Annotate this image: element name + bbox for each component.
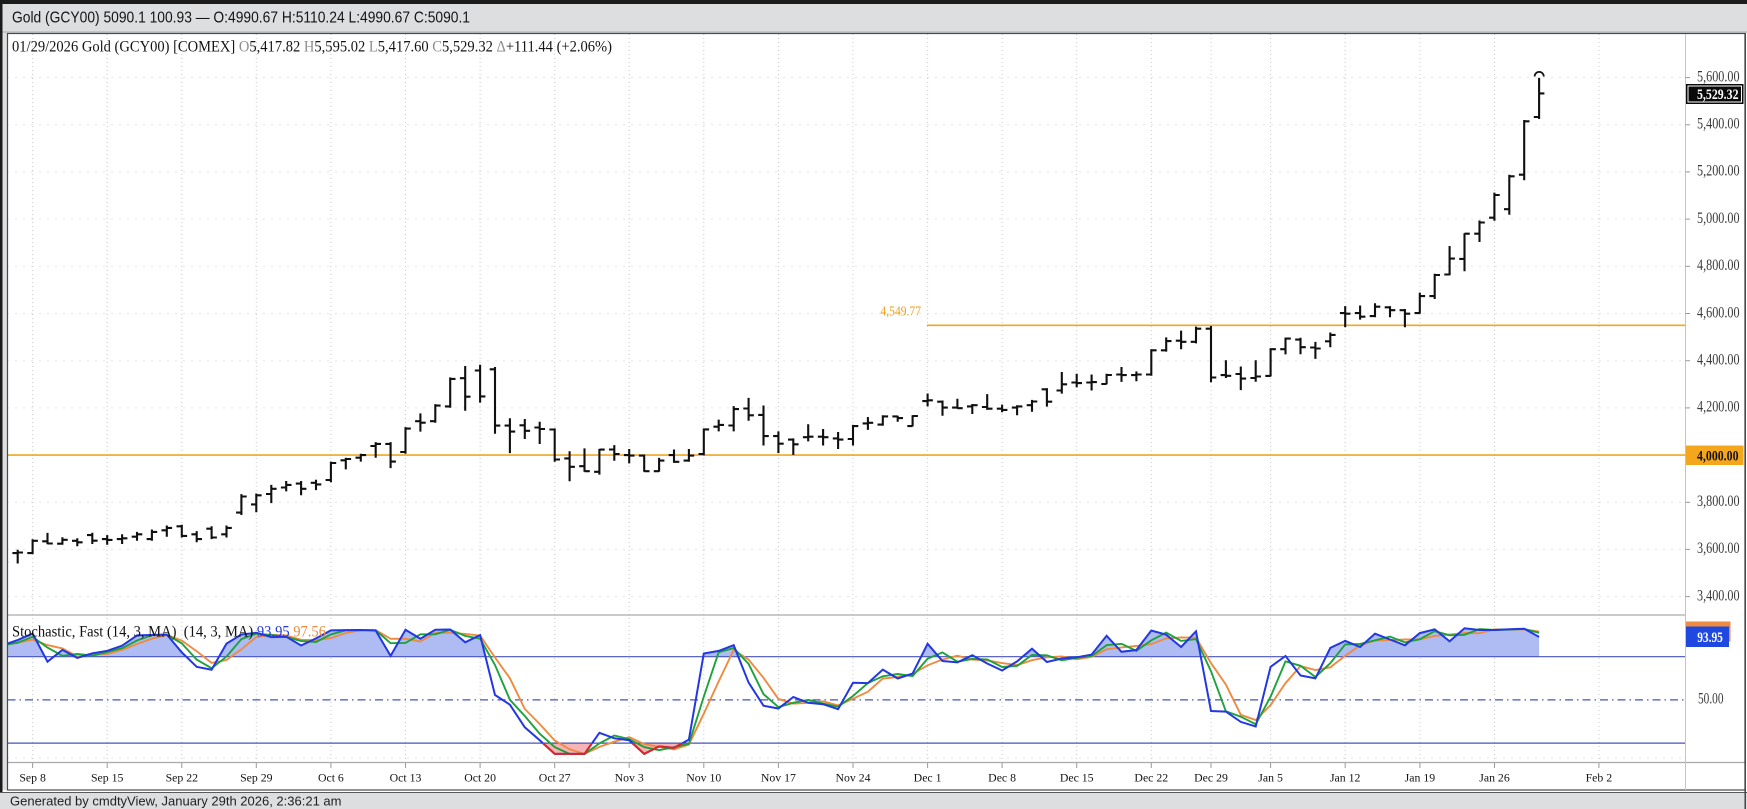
svg-text:3,400.00: 3,400.00 xyxy=(1697,587,1740,604)
svg-text:3,600.00: 3,600.00 xyxy=(1697,540,1740,557)
svg-text:Jan 5: Jan 5 xyxy=(1258,771,1283,785)
svg-text:93.95: 93.95 xyxy=(1697,630,1723,646)
svg-text:4,549.77: 4,549.77 xyxy=(881,304,922,319)
svg-text:5,200.00: 5,200.00 xyxy=(1697,163,1740,180)
svg-text:Nov 3: Nov 3 xyxy=(615,771,644,785)
svg-text:Dec 8: Dec 8 xyxy=(988,771,1016,785)
svg-text:Jan 12: Jan 12 xyxy=(1330,771,1361,785)
svg-text:Sep 8: Sep 8 xyxy=(19,771,46,785)
svg-text:5,000.00: 5,000.00 xyxy=(1697,210,1740,227)
svg-text:Oct 6: Oct 6 xyxy=(318,771,344,785)
svg-text:Dec 15: Dec 15 xyxy=(1060,771,1094,785)
svg-text:Stochastic, Fast (14, 3, MA): Stochastic, Fast (14, 3, MA) (14, 3, MA)… xyxy=(12,624,326,641)
svg-text:4,800.00: 4,800.00 xyxy=(1697,257,1740,274)
svg-text:4,000.00: 4,000.00 xyxy=(1697,449,1739,465)
svg-text:Gold (GCY00) 5090.1 100.93 — O: Gold (GCY00) 5090.1 100.93 — O:4990.67 H… xyxy=(12,10,470,27)
svg-text:Generated by cmdtyView, Januar: Generated by cmdtyView, January 29th 202… xyxy=(10,794,341,809)
svg-text:Jan 19: Jan 19 xyxy=(1405,771,1436,785)
svg-text:01/29/2026 Gold (GCY00) [COMEX: 01/29/2026 Gold (GCY00) [COMEX] O5,417.8… xyxy=(12,38,612,55)
svg-text:Nov 24: Nov 24 xyxy=(835,771,870,785)
svg-text:Nov 10: Nov 10 xyxy=(686,771,721,785)
svg-text:Jan 26: Jan 26 xyxy=(1479,771,1510,785)
svg-text:Oct 13: Oct 13 xyxy=(390,771,422,785)
svg-text:Feb 2: Feb 2 xyxy=(1586,771,1613,785)
svg-text:3,800.00: 3,800.00 xyxy=(1697,493,1740,510)
svg-text:50.00: 50.00 xyxy=(1698,691,1724,708)
svg-text:5,600.00: 5,600.00 xyxy=(1697,68,1740,85)
svg-text:Nov 17: Nov 17 xyxy=(761,771,796,785)
svg-text:Sep 22: Sep 22 xyxy=(166,771,199,785)
svg-text:4,200.00: 4,200.00 xyxy=(1697,399,1740,416)
svg-text:Dec 22: Dec 22 xyxy=(1134,771,1168,785)
svg-text:5,529.32: 5,529.32 xyxy=(1697,87,1739,103)
svg-text:Dec 29: Dec 29 xyxy=(1194,771,1228,785)
svg-text:Sep 15: Sep 15 xyxy=(91,771,124,785)
svg-text:4,600.00: 4,600.00 xyxy=(1697,304,1740,321)
svg-text:Sep 29: Sep 29 xyxy=(240,771,273,785)
svg-text:4,400.00: 4,400.00 xyxy=(1697,352,1740,369)
svg-text:Oct 20: Oct 20 xyxy=(464,771,496,785)
svg-text:Dec 1: Dec 1 xyxy=(914,771,942,785)
svg-text:5,400.00: 5,400.00 xyxy=(1697,116,1740,133)
svg-text:Oct 27: Oct 27 xyxy=(539,771,571,785)
